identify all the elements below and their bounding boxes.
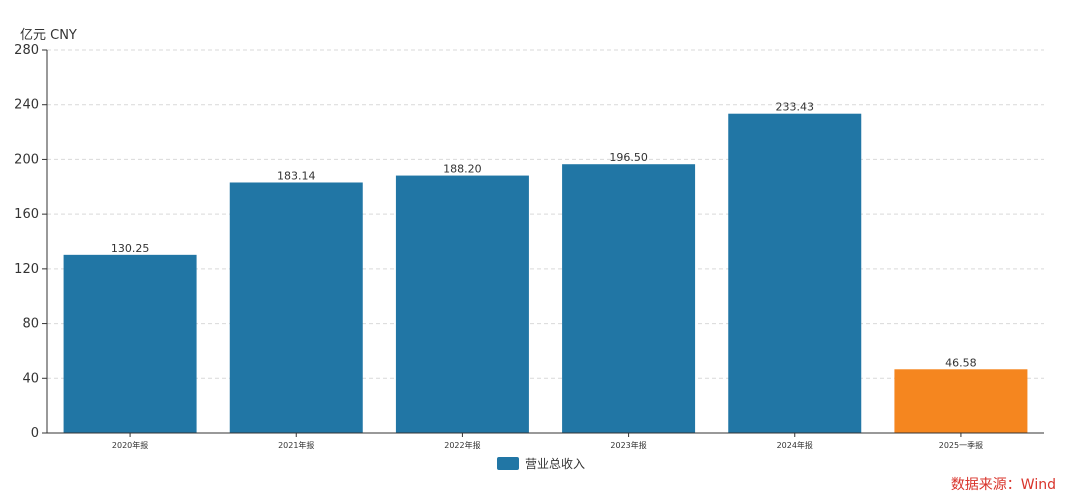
- x-tick-label: 2022年报: [444, 440, 480, 450]
- y-axis-unit-label: 亿元 CNY: [20, 28, 77, 43]
- bar-value-label: 188.20: [443, 163, 482, 176]
- grid-lines: [47, 49, 1044, 379]
- bar-value-label: 233.43: [776, 101, 815, 114]
- bar: [229, 182, 363, 433]
- y-tick-label: 200: [14, 152, 39, 167]
- value-labels: 130.25 183.14 188.20 196.50 233.43 46.58: [111, 101, 977, 370]
- x-tick-label: 2020年报: [112, 440, 148, 450]
- x-tick-label: 2024年报: [777, 440, 813, 450]
- bars: [63, 113, 1028, 434]
- bar-value-label: 183.14: [277, 169, 316, 182]
- bar-value-label: 196.50: [609, 151, 648, 164]
- y-tick-label: 80: [22, 317, 39, 332]
- y-tick-label: 0: [31, 426, 39, 441]
- legend-swatch: [497, 457, 519, 470]
- y-tick-label: 160: [14, 207, 39, 222]
- bar: [894, 369, 1028, 433]
- x-tick-label: 2023年报: [610, 440, 646, 450]
- legend[interactable]: 营业总收入: [497, 455, 585, 472]
- y-tick-label: 240: [14, 98, 39, 113]
- bar: [728, 113, 862, 433]
- bar: [395, 175, 529, 434]
- bar: [63, 254, 197, 433]
- bar: [562, 164, 696, 433]
- x-tick-label: 2025一季报: [939, 440, 983, 450]
- axes: 0 40 80 120 160 200 240 280 2020年报 2021年报 2022年报 20…: [14, 43, 1044, 450]
- legend-label: 营业总收入: [525, 457, 586, 471]
- data-source-note: 数据来源：Wind: [950, 477, 1056, 493]
- bar-value-label: 130.25: [111, 242, 150, 255]
- y-tick-label: 120: [14, 262, 39, 277]
- y-tick-label: 280: [14, 43, 39, 58]
- x-tick-label: 2021年报: [278, 440, 314, 450]
- bar-value-label: 46.58: [945, 356, 977, 369]
- y-tick-label: 40: [22, 371, 39, 386]
